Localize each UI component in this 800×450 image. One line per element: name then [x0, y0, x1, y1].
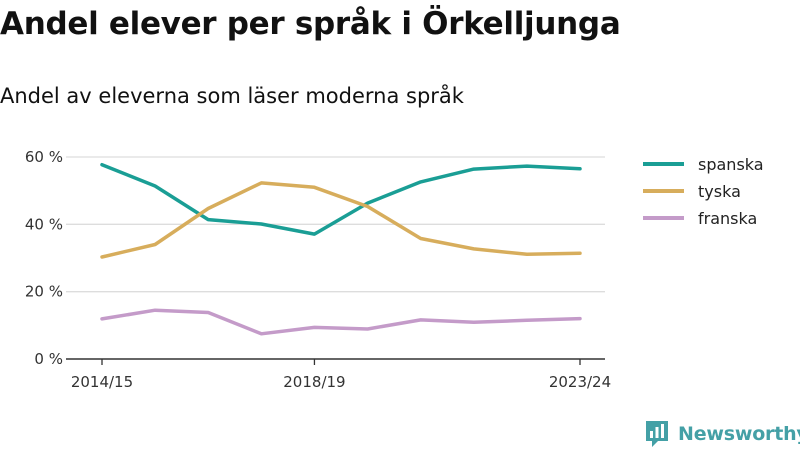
- legend: spanska tyska franska: [643, 155, 764, 228]
- brand-name: Newsworthy: [678, 423, 800, 445]
- y-tick-label: 40 %: [25, 215, 63, 233]
- series-line-franska: [100, 308, 582, 336]
- chart-title: Andel elever per språk i Örkelljunga: [0, 6, 621, 42]
- grid-lines: [66, 156, 605, 293]
- x-tick-label: 2023/24: [549, 373, 611, 391]
- legend-label-spanska: spanska: [698, 155, 764, 174]
- x-tick-label: 2018/19: [283, 373, 345, 391]
- series-line-spanska: [100, 162, 582, 236]
- chart-subtitle: Andel av eleverna som läser moderna språ…: [0, 84, 464, 108]
- series-lines: [100, 162, 582, 336]
- series-line-tyska: [100, 181, 582, 259]
- y-tick-label: 20 %: [25, 283, 63, 301]
- y-axis-labels: 0 % 20 % 40 % 60 %: [25, 148, 63, 368]
- x-axis: 2014/15 2018/19 2023/24: [66, 358, 611, 391]
- newsworthy-logo: Newsworthy: [644, 419, 800, 449]
- bar-chart-doc-icon: [646, 421, 668, 447]
- y-tick-label: 0 %: [34, 350, 63, 368]
- y-tick-label: 60 %: [25, 148, 63, 166]
- x-tick-label: 2014/15: [71, 373, 133, 391]
- legend-label-tyska: tyska: [698, 182, 741, 201]
- legend-label-franska: franska: [698, 209, 757, 228]
